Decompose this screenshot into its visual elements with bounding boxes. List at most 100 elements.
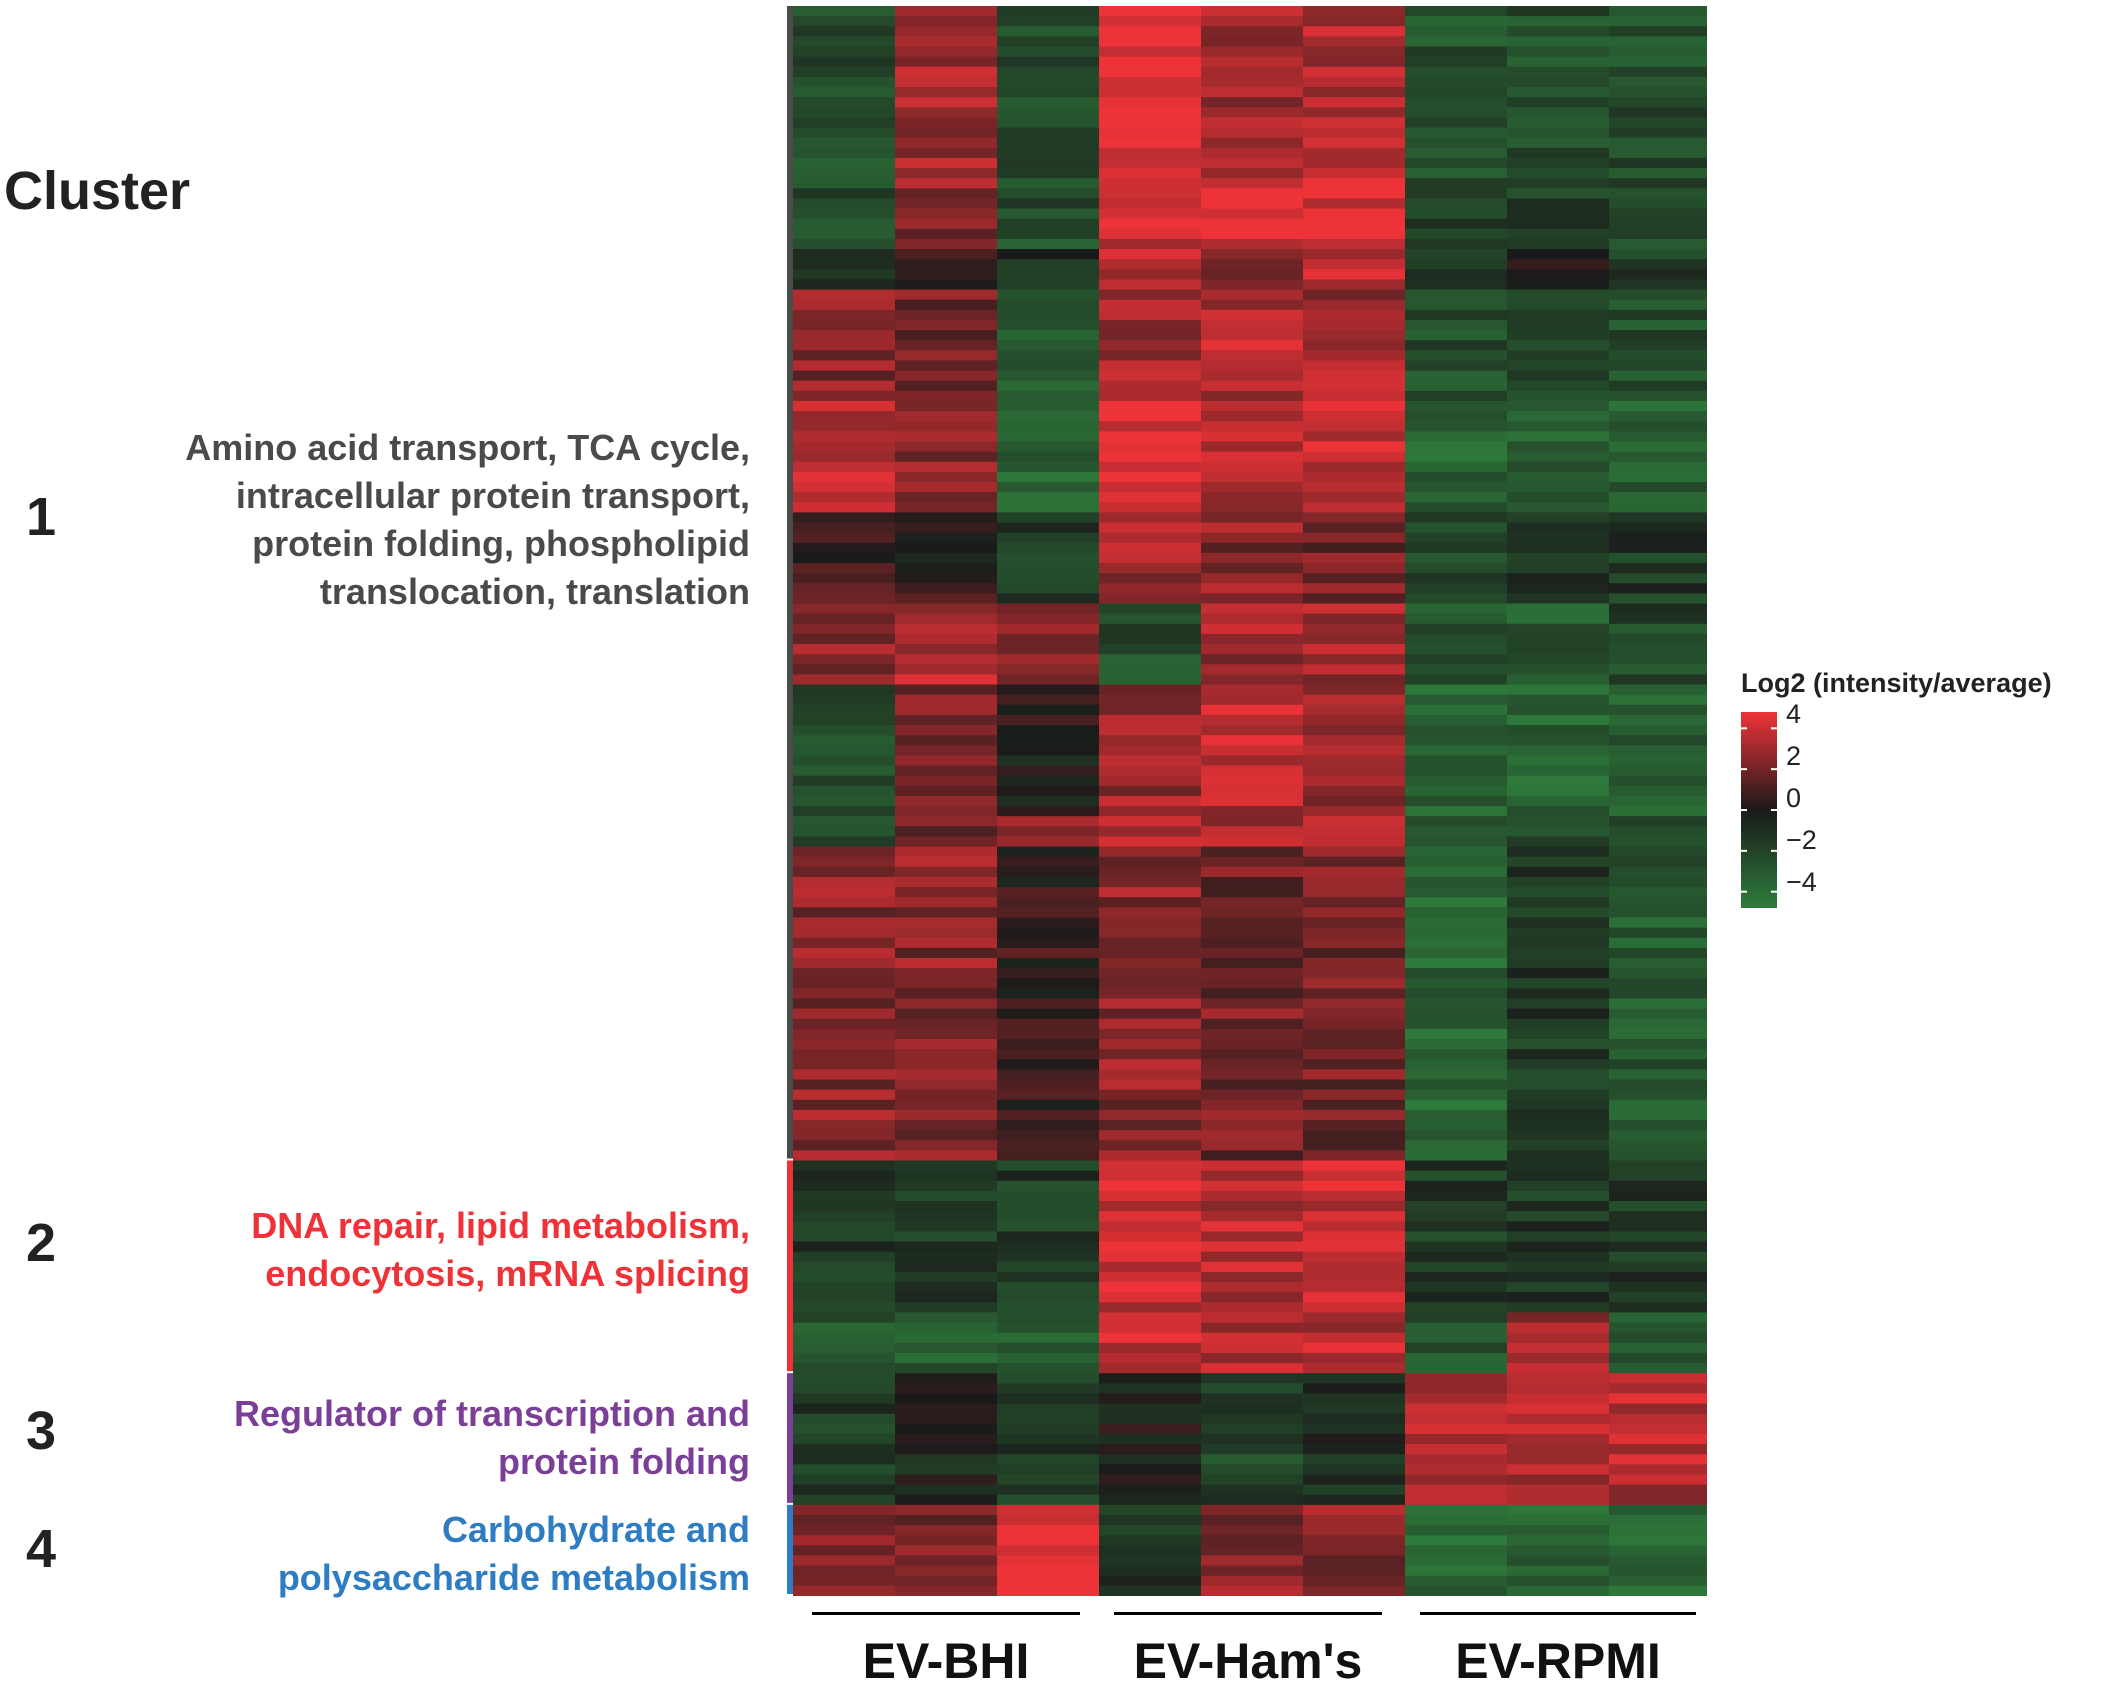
heatmap-cell [1507,998,1610,1010]
heatmap-cell [1507,957,1610,969]
heatmap-cell [895,1170,998,1182]
heatmap-cell [895,421,998,432]
heatmap-cell [1609,887,1707,898]
heatmap-cell [1507,421,1610,432]
heatmap-cell [1099,147,1202,159]
heatmap-cell [895,16,998,27]
heatmap-cell [997,1514,1100,1526]
heatmap-cell [1405,1312,1508,1324]
heatmap-cell [1609,1120,1707,1131]
heatmap-cell [895,1565,998,1577]
heatmap-cell [1405,937,1508,949]
heatmap-cell [793,1038,896,1050]
heatmap-cell [1609,573,1707,584]
heatmap-cell [1405,208,1508,220]
heatmap-cell [997,238,1100,250]
heatmap-cell [1405,907,1508,919]
heatmap-cell [997,56,1100,68]
heatmap-cell [1609,684,1707,696]
heatmap-cell [1201,411,1304,422]
heatmap-cell [1099,1494,1202,1506]
heatmap-cell [1099,1109,1202,1121]
heatmap-cell [1099,1504,1202,1516]
heatmap-cell [1099,573,1202,584]
heatmap-cell [1405,178,1508,189]
heatmap-cell [1099,1464,1202,1476]
heatmap-cell [997,836,1100,848]
heatmap-cell [1609,664,1707,676]
heatmap-cell [1507,988,1610,1000]
heatmap-cell [1507,1241,1610,1253]
heatmap-cell [1201,1109,1304,1121]
cluster-number-3: 3 [26,1401,57,1461]
heatmap-cell [895,947,998,959]
heatmap-cell [895,694,998,706]
heatmap-cell [1507,1514,1610,1526]
heatmap-cell [1405,1373,1508,1384]
heatmap-cell [997,927,1100,939]
heatmap-cell [1507,1099,1610,1111]
colorbar-step [1741,712,1777,716]
heatmap-cell [1201,1038,1304,1050]
heatmap-cell [895,1120,998,1131]
heatmap-cell [1099,1342,1202,1354]
heatmap-cell [1099,299,1202,311]
cluster-2-line: endocytosis, mRNA splicing [265,1253,750,1294]
heatmap-cell [1405,1494,1508,1506]
heatmap-cell [1507,259,1610,270]
heatmap-cell [1099,279,1202,291]
heatmap-cell [1303,856,1406,868]
heatmap-cell [1099,633,1202,645]
heatmap-cell [1201,1464,1304,1476]
heatmap-cell [1405,806,1508,817]
heatmap-cell [1303,1018,1406,1030]
heatmap-cell [895,1261,998,1273]
heatmap-cell [1609,1433,1707,1445]
colorbar-step [1741,796,1777,801]
cluster-3-line: protein folding [498,1441,750,1482]
heatmap-cell [1507,481,1610,493]
heatmap-cell [1405,279,1508,291]
heatmap-cell [1201,66,1304,78]
heatmap-cell [1201,117,1304,129]
heatmap-cell [895,461,998,473]
heatmap-cell [1303,56,1406,68]
heatmap-cell [1405,1221,1508,1233]
heatmap-cell [997,319,1100,331]
heatmap-cell [1609,411,1707,422]
heatmap-cell [1201,522,1304,534]
heatmap-cell [1099,1008,1202,1020]
heatmap-cell [1405,1201,1508,1212]
heatmap-cell [1303,360,1406,372]
heatmap-cell [997,1413,1100,1425]
heatmap-cell [1303,137,1406,149]
heatmap-cell [1609,714,1707,726]
heatmap-cell [1303,613,1406,625]
heatmap-cell [997,1403,1100,1415]
heatmap-cell [1609,1059,1707,1070]
heatmap-cell [1609,897,1707,908]
heatmap-cell [895,1049,998,1060]
heatmap-cell [1609,502,1707,513]
heatmap-cell [1099,1302,1202,1314]
heatmap-cell [793,1028,896,1040]
colorbar-step [1741,862,1777,867]
heatmap-cell [1303,978,1406,989]
heatmap-cell [1303,1352,1406,1364]
heatmap-cell [997,1504,1100,1516]
heatmap-cell [1609,6,1707,17]
heatmap-cell [997,1099,1100,1111]
heatmap-cell [1099,1413,1202,1425]
heatmap-cell [1405,633,1508,645]
heatmap-cell [793,1555,896,1567]
heatmap-cell [793,765,896,777]
colorbar-step [1741,836,1777,840]
heatmap-cell [1507,157,1610,169]
heatmap-cell [1201,1403,1304,1415]
heatmap-cell [997,1231,1100,1243]
heatmap-cell [1507,46,1610,58]
heatmap-cell [1405,249,1508,260]
heatmap-cell [1303,1504,1406,1516]
heatmap-cell [793,755,896,767]
heatmap-cell [1303,1555,1406,1567]
